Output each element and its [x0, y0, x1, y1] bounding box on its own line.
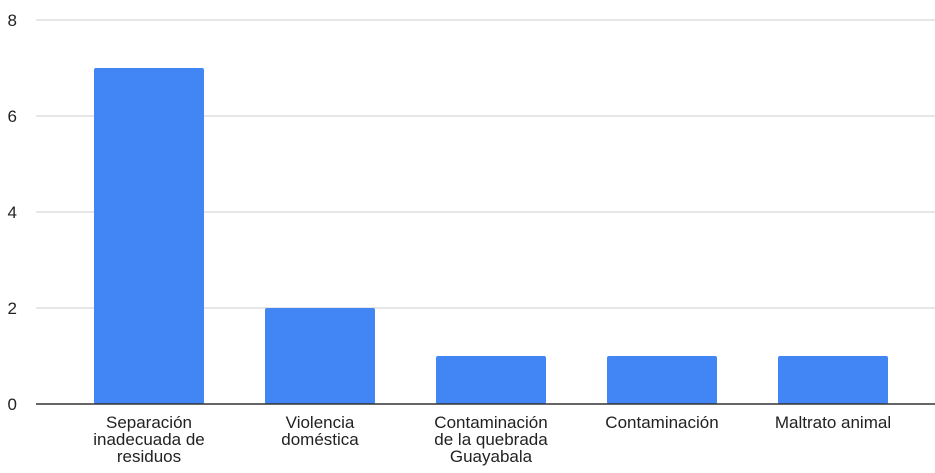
x-category-label: Contaminación	[605, 413, 718, 432]
x-category-label: Separación inadecuada de residuos	[93, 413, 205, 466]
bar	[607, 356, 717, 404]
x-category-label-line: Guayabala	[450, 447, 533, 466]
x-category-label: Maltrato animal	[775, 413, 891, 432]
x-category-label-line: inadecuada de	[93, 430, 205, 449]
x-category-label-line: Contaminación	[434, 413, 547, 432]
x-category-label-line: Contaminación	[605, 413, 718, 432]
x-category-label: Contaminación de la quebrada Guayabala	[434, 413, 548, 466]
x-category-label-line: doméstica	[281, 430, 359, 449]
x-category-label-line: Violencia	[286, 413, 355, 432]
y-axis-tick-labels: 0 2 4 6 8	[8, 11, 17, 414]
bar	[94, 68, 204, 404]
x-category-label-line: Separación	[106, 413, 192, 432]
x-category-label-line: de la quebrada	[434, 430, 548, 449]
y-tick-label: 8	[8, 11, 17, 30]
y-tick-label: 2	[8, 299, 17, 318]
bar	[265, 308, 375, 404]
x-category-label-line: residuos	[117, 447, 181, 466]
x-category-label-line: Maltrato animal	[775, 413, 891, 432]
x-category-label: Violencia doméstica	[281, 413, 359, 449]
y-tick-label: 4	[8, 203, 17, 222]
y-tick-label: 0	[8, 395, 17, 414]
x-axis-category-labels: Separación inadecuada de residuos Violencia…	[93, 413, 891, 466]
bar	[436, 356, 546, 404]
bars	[94, 68, 888, 404]
y-tick-label: 6	[8, 107, 17, 126]
bar	[778, 356, 888, 404]
